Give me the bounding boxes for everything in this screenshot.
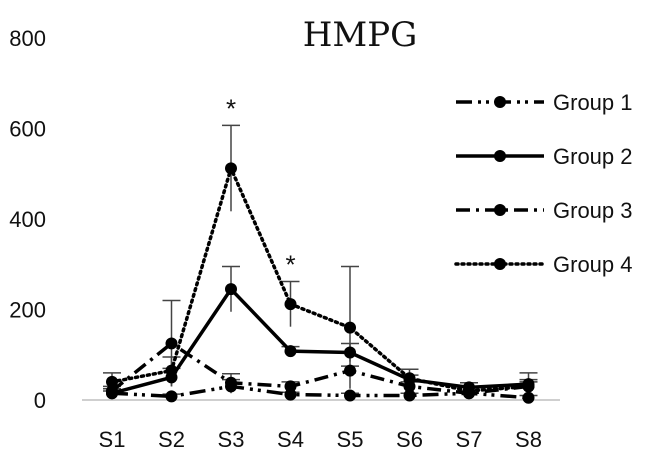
y-tick-label: 400 bbox=[9, 207, 46, 232]
data-point bbox=[165, 337, 178, 350]
significance-marker: * bbox=[226, 93, 236, 123]
data-point bbox=[344, 364, 356, 377]
data-point bbox=[522, 391, 535, 404]
chart-title: HMPG bbox=[303, 15, 418, 55]
y-tick-label: 0 bbox=[34, 388, 46, 413]
x-tick-label: S5 bbox=[337, 427, 364, 452]
legend-label: Group 1 bbox=[553, 90, 633, 115]
legend-marker bbox=[494, 204, 506, 216]
data-point bbox=[106, 384, 118, 397]
data-point bbox=[403, 372, 416, 385]
series-line bbox=[110, 341, 529, 395]
data-point bbox=[403, 389, 416, 402]
error-bars bbox=[103, 124, 538, 400]
series-markers bbox=[106, 162, 535, 404]
data-point bbox=[522, 380, 535, 393]
data-point bbox=[165, 390, 178, 403]
x-tick-label: S6 bbox=[396, 427, 423, 452]
x-tick-label: S2 bbox=[158, 427, 185, 452]
legend-marker bbox=[494, 150, 506, 162]
x-tick-label: S4 bbox=[277, 427, 304, 452]
data-point bbox=[344, 321, 356, 334]
data-point bbox=[284, 380, 297, 393]
data-point bbox=[344, 389, 356, 402]
legend: Group 1 Group 2 Group 3 Group 4 bbox=[454, 90, 633, 277]
series-line bbox=[111, 286, 529, 395]
x-axis: S1 S2 S3 S4 S5 S6 S7 S8 bbox=[82, 399, 560, 452]
data-point bbox=[463, 384, 475, 397]
legend-label: Group 2 bbox=[553, 144, 633, 169]
y-tick-label: 800 bbox=[9, 26, 46, 51]
series-lines bbox=[110, 163, 531, 400]
data-point bbox=[165, 364, 178, 377]
data-point bbox=[225, 283, 237, 296]
x-tick-label: S3 bbox=[218, 427, 245, 452]
data-point bbox=[106, 375, 118, 388]
data-point bbox=[344, 346, 356, 359]
series-line bbox=[111, 384, 529, 400]
data-point bbox=[284, 298, 297, 311]
x-tick-label: S7 bbox=[456, 427, 483, 452]
series-line bbox=[110, 163, 531, 393]
data-point bbox=[284, 345, 297, 358]
data-point bbox=[225, 162, 237, 175]
x-tick-label: S8 bbox=[515, 427, 542, 452]
legend-marker bbox=[494, 258, 506, 270]
legend-label: Group 4 bbox=[553, 252, 633, 277]
y-axis-ticks: 0 200 400 600 800 bbox=[9, 26, 46, 413]
y-tick-label: 600 bbox=[9, 117, 46, 142]
annotations: ** bbox=[226, 93, 296, 279]
legend-marker bbox=[494, 96, 506, 108]
data-point bbox=[225, 376, 237, 389]
legend-label: Group 3 bbox=[553, 198, 633, 223]
x-tick-label: S1 bbox=[99, 427, 126, 452]
significance-marker: * bbox=[285, 249, 295, 279]
y-tick-label: 200 bbox=[9, 298, 46, 323]
